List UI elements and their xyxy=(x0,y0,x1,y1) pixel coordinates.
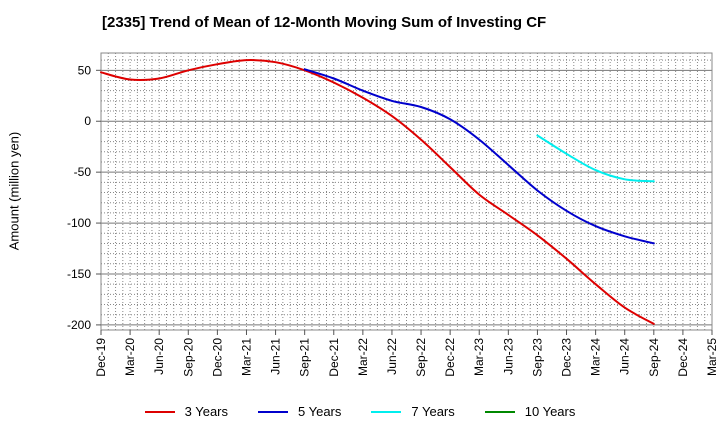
x-tick-label: Sep-20 xyxy=(181,338,195,377)
chart-title: [2335] Trend of Mean of 12-Month Moving … xyxy=(102,14,547,31)
y-tick-label: -100 xyxy=(67,216,91,230)
x-tick-label: Sep-22 xyxy=(414,338,428,377)
x-tick-label: Mar-20 xyxy=(123,338,137,376)
x-tick-label: Mar-21 xyxy=(239,338,253,376)
x-tick-label: Dec-19 xyxy=(94,338,108,377)
x-tick-label: Dec-24 xyxy=(676,338,690,377)
x-tick-label: Mar-22 xyxy=(356,338,370,376)
legend-swatch-7-years xyxy=(371,410,402,413)
legend-label-7-years: 7 Years xyxy=(411,404,455,419)
plot-frame xyxy=(100,52,713,331)
y-tick-label: -200 xyxy=(67,318,91,332)
x-tick-label: Jun-22 xyxy=(385,338,399,375)
legend-label-3-years: 3 Years xyxy=(184,404,228,419)
y-tick-label: 0 xyxy=(84,114,91,128)
legend-item-7-years: 7 Years xyxy=(371,404,455,419)
legend: 3 Years 5 Years 7 Years 10 Years xyxy=(0,404,720,419)
y-tick-label: -50 xyxy=(74,165,92,179)
x-tick-label: Dec-23 xyxy=(560,338,574,377)
x-tick-label: Jun-21 xyxy=(269,338,283,375)
x-tick-label: Mar-25 xyxy=(705,338,719,376)
legend-item-5-years: 5 Years xyxy=(258,404,341,419)
legend-item-10-years: 10 Years xyxy=(484,404,576,419)
x-tick-label: Jun-24 xyxy=(618,338,632,375)
x-tick-label: Dec-21 xyxy=(327,338,341,377)
x-tick-label: Jun-23 xyxy=(501,338,515,375)
y-tick-label: -150 xyxy=(67,267,91,281)
y-tick-label: 50 xyxy=(78,63,92,77)
x-tick-label: Jun-20 xyxy=(152,338,166,375)
series-line-5-years xyxy=(303,68,655,245)
x-tick-label: Mar-23 xyxy=(472,338,486,376)
legend-swatch-3-years xyxy=(144,410,175,413)
x-tick-label: Sep-21 xyxy=(298,338,312,377)
legend-label-5-years: 5 Years xyxy=(298,404,342,419)
series-line-7-years xyxy=(536,134,655,183)
x-tick-label: Dec-22 xyxy=(443,338,457,377)
legend-swatch-10-years xyxy=(484,410,515,413)
series-line-3-years xyxy=(100,59,655,325)
legend-item-3-years: 3 Years xyxy=(144,404,228,419)
x-tick-label: Sep-24 xyxy=(647,338,661,377)
x-tick-label: Sep-23 xyxy=(530,338,544,377)
x-tick-label: Dec-20 xyxy=(210,338,224,377)
legend-swatch-5-years xyxy=(258,410,288,413)
legend-label-10-years: 10 Years xyxy=(524,404,576,419)
x-tick-label: Mar-24 xyxy=(589,338,603,376)
